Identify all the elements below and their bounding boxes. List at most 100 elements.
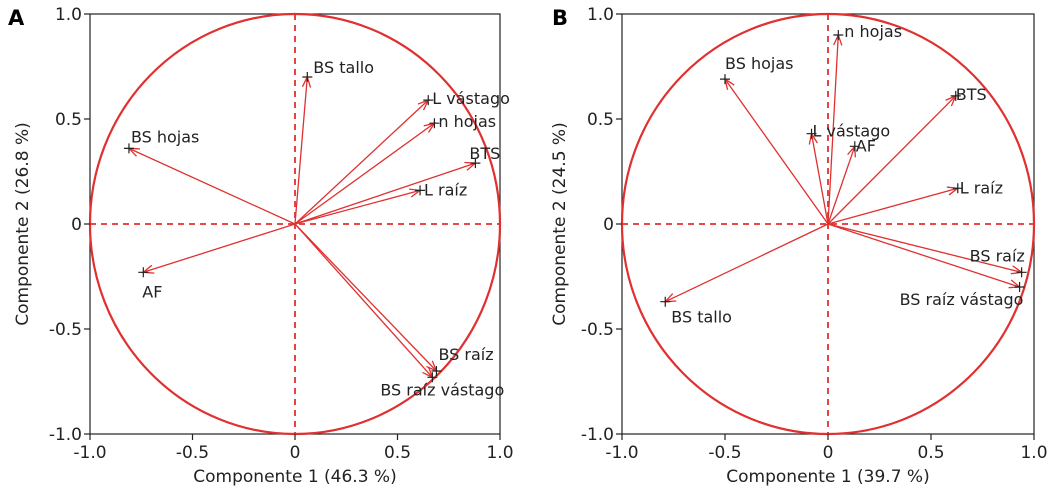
panel-a: A -1.0 -0.5 0 0.5 1.0 -1.0 -0.5 0 0.5 1.0 Component… xyxy=(8,5,514,487)
vector-point-marker xyxy=(950,90,961,101)
vector-label: n hojas xyxy=(844,22,902,41)
y-tick-label: 0.5 xyxy=(587,110,614,130)
vector-point-marker xyxy=(123,143,134,154)
vector-label: BS tallo xyxy=(313,58,374,77)
vector-label: n hojas xyxy=(438,112,496,131)
vector-bs-hojas: BS hojas xyxy=(720,54,829,225)
vector-label: L vástago xyxy=(813,122,891,141)
vector-point-marker xyxy=(138,267,149,278)
vector-line xyxy=(294,162,476,225)
y-tick-label: 1.0 xyxy=(587,5,614,25)
vector-point-marker xyxy=(470,158,481,169)
vector-point-marker xyxy=(429,118,440,129)
vector-bs-raiz: BS raíz xyxy=(294,223,494,376)
vector-point-marker xyxy=(302,72,313,82)
vector-point-marker xyxy=(833,30,844,40)
vector-line xyxy=(294,223,437,372)
x-tick-label: 0.5 xyxy=(917,443,944,463)
y-tick-label: -0.5 xyxy=(49,320,82,340)
y-tick-label: 1.0 xyxy=(55,5,82,25)
vector-af: AF xyxy=(827,136,876,225)
vector-bts: BTS xyxy=(294,144,500,225)
vector-label: L raíz xyxy=(960,178,1003,197)
x-tick-label: -0.5 xyxy=(176,443,209,463)
vector-label: BS raíz xyxy=(970,246,1025,265)
x-tick-label: 1.0 xyxy=(1020,443,1047,463)
vector-line xyxy=(827,223,1022,273)
vector-bs-tallo: BS tallo xyxy=(294,58,374,225)
vector-line xyxy=(827,223,1020,288)
vector-bs-tallo: BS tallo xyxy=(660,223,829,327)
vector-n-hojas: n hojas xyxy=(294,112,496,225)
vector-l-raiz: L raíz xyxy=(827,178,1003,225)
vector-point-marker xyxy=(720,74,730,85)
vector-label: L raíz xyxy=(424,180,467,199)
panel-letter: A xyxy=(8,6,25,30)
vector-af: AF xyxy=(138,223,296,301)
vector-l-raiz: L raíz xyxy=(294,180,467,225)
vector-point-marker xyxy=(1014,282,1025,292)
vector-label: BS raíz xyxy=(438,345,493,364)
x-tick-label: 0 xyxy=(823,443,834,463)
vector-line xyxy=(294,76,308,225)
vector-n-hojas: n hojas xyxy=(827,22,902,225)
vector-line xyxy=(827,187,958,225)
vector-line xyxy=(724,78,829,225)
vector-line xyxy=(294,189,421,225)
panel-b: B -1.0 -0.5 0 0.5 1.0 -1.0 -0.5 0 0.5 1.0 Component… xyxy=(550,5,1048,487)
y-tick-label: 0.5 xyxy=(55,110,82,130)
x-axis-title: Componente 1 (46.3 %) xyxy=(193,467,396,487)
vector-line xyxy=(827,34,839,225)
x-tick-label: 0 xyxy=(290,443,301,463)
vector-line xyxy=(664,223,829,303)
x-tick-label: -1.0 xyxy=(73,443,106,463)
vector-line xyxy=(294,122,435,225)
vector-point-marker xyxy=(1016,267,1027,278)
x-tick-label: -0.5 xyxy=(708,443,741,463)
panel-letter: B xyxy=(552,6,568,30)
vector-label: BTS xyxy=(469,144,500,163)
vector-label: BS hojas xyxy=(131,127,199,146)
vector-point-marker xyxy=(806,128,817,139)
vector-point-marker xyxy=(660,296,671,307)
y-axis-title: Componente 2 (24.5 %) xyxy=(550,122,570,325)
x-axis-title: Componente 1 (39.7 %) xyxy=(726,467,929,487)
vector-label: L vástago xyxy=(432,89,510,108)
vector-line xyxy=(128,147,296,225)
vector-label: BS raíz vástago xyxy=(900,290,1024,309)
vector-line xyxy=(827,146,856,225)
vector-arrowhead xyxy=(723,77,735,90)
vector-point-marker xyxy=(415,185,426,196)
y-tick-label: 0 xyxy=(603,215,614,235)
y-tick-label: 0 xyxy=(71,215,82,235)
y-tick-label: -0.5 xyxy=(581,320,614,340)
y-axis-title: Componente 2 (26.8 %) xyxy=(13,122,33,325)
vector-line xyxy=(827,95,957,225)
vector-label: BS raíz vástago xyxy=(380,380,504,399)
vector-line xyxy=(810,133,829,225)
vector-l-vastago: L vástago xyxy=(294,89,510,225)
vector-point-marker xyxy=(849,141,860,152)
vector-bs-raiz-vastago: BS raíz vástago xyxy=(294,223,504,399)
vector-line xyxy=(294,223,433,378)
vector-bs-raiz: BS raíz xyxy=(827,223,1027,278)
vector-point-marker xyxy=(952,183,963,194)
vector-bs-hojas: BS hojas xyxy=(123,127,296,225)
vector-l-vastago: L vástago xyxy=(806,122,891,225)
x-tick-label: -1.0 xyxy=(605,443,638,463)
vector-line xyxy=(143,223,296,273)
vector-label: BS hojas xyxy=(725,54,793,73)
vector-label: BS tallo xyxy=(671,308,732,327)
vector-bs-raiz-vastago: BS raíz vástago xyxy=(827,223,1025,309)
x-tick-label: 0.5 xyxy=(384,443,411,463)
vector-point-marker xyxy=(423,95,434,106)
vector-point-marker xyxy=(427,372,438,383)
x-tick-label: 1.0 xyxy=(486,443,513,463)
y-tick-label: -1.0 xyxy=(49,425,82,445)
vector-bts: BTS xyxy=(827,85,987,225)
vector-label: AF xyxy=(856,136,876,155)
y-tick-label: -1.0 xyxy=(581,425,614,445)
vector-line xyxy=(294,99,429,225)
